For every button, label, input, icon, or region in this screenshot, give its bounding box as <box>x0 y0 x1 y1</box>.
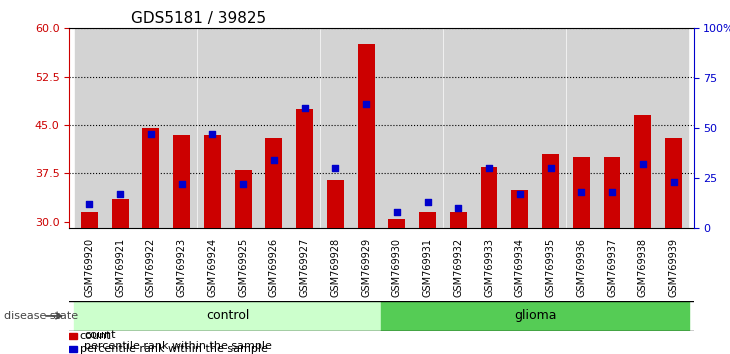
Bar <box>74 28 104 228</box>
Bar <box>81 212 98 228</box>
Bar <box>290 28 319 228</box>
Point <box>637 161 649 167</box>
Bar <box>296 109 313 228</box>
Bar <box>419 212 436 228</box>
Point <box>114 192 126 197</box>
Bar <box>142 129 159 228</box>
Bar <box>327 180 344 228</box>
Point <box>207 131 218 137</box>
Bar <box>204 135 220 228</box>
Bar <box>105 28 135 228</box>
Bar <box>542 154 559 228</box>
Bar <box>474 28 504 228</box>
Point <box>483 166 495 171</box>
Bar <box>505 28 534 228</box>
Bar <box>628 28 658 228</box>
Point <box>545 166 556 171</box>
Bar <box>198 28 227 228</box>
Text: percentile rank within the sample: percentile rank within the sample <box>84 341 272 351</box>
Bar <box>173 135 190 228</box>
Text: GDS5181 / 39825: GDS5181 / 39825 <box>131 11 266 25</box>
Bar <box>444 28 473 228</box>
Point <box>422 200 434 205</box>
Point <box>606 189 618 195</box>
Bar <box>412 28 442 228</box>
Bar <box>597 28 627 228</box>
Bar <box>388 219 405 228</box>
Point <box>453 205 464 211</box>
Bar <box>358 45 374 228</box>
Bar <box>658 28 688 228</box>
Bar <box>234 170 252 228</box>
Bar <box>536 28 565 228</box>
Point <box>176 182 188 187</box>
Point <box>360 102 372 107</box>
Text: control: control <box>206 309 250 322</box>
Text: percentile rank within the sample: percentile rank within the sample <box>80 344 267 354</box>
Bar <box>167 28 196 228</box>
Point <box>145 131 157 137</box>
Bar <box>634 115 651 228</box>
Text: count: count <box>84 330 115 339</box>
Text: disease state: disease state <box>4 311 78 321</box>
Point <box>299 105 310 111</box>
Bar <box>74 301 381 331</box>
Bar <box>480 167 497 228</box>
Bar <box>259 28 288 228</box>
Bar <box>112 199 128 228</box>
Bar <box>665 138 682 228</box>
Bar <box>136 28 166 228</box>
Bar <box>604 158 620 228</box>
Bar <box>228 28 258 228</box>
Point <box>575 189 587 195</box>
Bar <box>69 346 77 352</box>
Text: count: count <box>80 331 111 341</box>
Bar <box>566 28 596 228</box>
Point <box>514 192 526 197</box>
Bar <box>381 301 689 331</box>
Text: glioma: glioma <box>514 309 556 322</box>
Bar <box>266 138 283 228</box>
Point <box>237 182 249 187</box>
Point <box>329 166 341 171</box>
Point <box>83 201 95 207</box>
Bar <box>511 190 529 228</box>
Point <box>668 179 680 185</box>
Point <box>391 210 403 215</box>
Bar <box>450 212 466 228</box>
Bar <box>351 28 381 228</box>
Bar <box>320 28 350 228</box>
Bar <box>382 28 412 228</box>
Point <box>268 158 280 163</box>
Bar <box>573 158 590 228</box>
Bar <box>69 333 77 339</box>
